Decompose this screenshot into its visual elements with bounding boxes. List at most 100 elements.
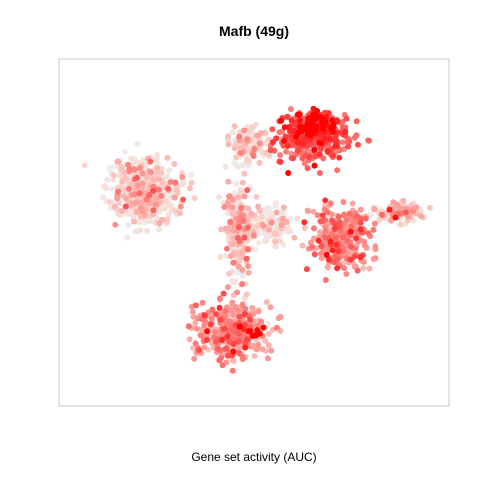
scatter-point-2248 bbox=[281, 124, 288, 131]
scatter-point-2180 bbox=[357, 254, 364, 261]
scatter-point-1106 bbox=[291, 234, 298, 241]
scatter-point-1866 bbox=[353, 132, 360, 139]
scatter-point-1456 bbox=[230, 196, 237, 203]
scatter-point-1724 bbox=[239, 281, 246, 288]
scatter-point-2273 bbox=[311, 147, 318, 153]
scatter-point-1635 bbox=[340, 199, 347, 205]
scatter-point-1309 bbox=[280, 215, 286, 222]
scatter-point-1306 bbox=[259, 346, 266, 353]
scatter-point-1285 bbox=[228, 253, 234, 260]
scatter-point-1147 bbox=[280, 204, 287, 211]
scatter-point-2259 bbox=[204, 328, 211, 335]
scatter-point-1918 bbox=[136, 190, 143, 197]
scatter-point-1686 bbox=[192, 340, 199, 347]
scatter-point-1224 bbox=[245, 269, 252, 276]
scatter-point-1132 bbox=[400, 197, 407, 204]
scatter-point-2217 bbox=[327, 238, 334, 245]
scatter-point-1102 bbox=[150, 176, 157, 183]
scatter-point-2179 bbox=[333, 241, 340, 248]
scatter-point-683 bbox=[81, 162, 88, 169]
scatter-point-1700 bbox=[351, 218, 358, 225]
scatter-point-2306 bbox=[295, 129, 302, 136]
scatter-point-2039 bbox=[122, 203, 129, 210]
scatter-point-1836 bbox=[219, 362, 226, 369]
scatter-point-1762 bbox=[341, 212, 348, 219]
scatter-point-1419 bbox=[179, 173, 186, 180]
scatter-point-2226 bbox=[242, 344, 249, 351]
scatter-point-470 bbox=[137, 227, 144, 234]
scatter-point-1123 bbox=[239, 250, 246, 257]
scatter-point-2242 bbox=[347, 228, 354, 235]
scatter-point-2190 bbox=[224, 333, 231, 340]
scatter-point-1941 bbox=[235, 349, 242, 356]
scatter-point-161 bbox=[110, 164, 117, 170]
scatter-point-946 bbox=[190, 345, 196, 352]
scatter-point-2007 bbox=[213, 338, 220, 345]
scatter-point-1804 bbox=[322, 277, 329, 283]
scatter-point-1009 bbox=[187, 185, 193, 192]
scatter-point-2062 bbox=[355, 141, 361, 148]
scatter-point-1915 bbox=[146, 192, 153, 199]
scatter-point-1991 bbox=[347, 243, 354, 250]
scatter-point-2225 bbox=[326, 136, 333, 143]
scatter-point-240 bbox=[124, 234, 131, 241]
scatter-point-1557 bbox=[256, 140, 263, 147]
scatter-point-1800 bbox=[276, 129, 283, 136]
scatter-point-2080 bbox=[357, 219, 364, 226]
scatter-point-1384 bbox=[189, 308, 196, 315]
scatter-point-1030 bbox=[119, 178, 126, 185]
scatter-point-1668 bbox=[199, 299, 206, 306]
scatter-point-1236 bbox=[223, 225, 230, 232]
scatter-point-2017 bbox=[317, 218, 324, 225]
scatter-point-936 bbox=[118, 164, 125, 171]
scatter-point-1917 bbox=[150, 207, 157, 214]
scatter-point-1988 bbox=[345, 137, 352, 144]
scatter-point-1921 bbox=[216, 357, 223, 364]
scatter-point-1018 bbox=[256, 159, 263, 166]
scatter-point-1908 bbox=[339, 234, 346, 241]
scatter-point-2197 bbox=[357, 226, 364, 233]
scatter-point-1418 bbox=[394, 201, 401, 208]
scatter-point-1277 bbox=[255, 132, 261, 139]
scatter-point-2127 bbox=[284, 113, 291, 120]
scatter-point-263 bbox=[166, 167, 173, 174]
scatter-point-310 bbox=[234, 163, 241, 170]
scatter-point-1213 bbox=[115, 158, 122, 165]
scatter-point-1859 bbox=[185, 323, 192, 330]
scatter-point-2146 bbox=[273, 135, 280, 142]
scatter-point-564 bbox=[272, 243, 279, 250]
scatter-point-1464 bbox=[224, 284, 231, 291]
scatter-point-1753 bbox=[352, 245, 359, 252]
scatter-point-726 bbox=[277, 238, 284, 245]
scatter-point-2050 bbox=[267, 147, 274, 154]
scatter-point-1166 bbox=[366, 265, 373, 272]
scatter-point-474 bbox=[216, 194, 223, 201]
scatter-point-2291 bbox=[260, 324, 267, 331]
scatter-point-508 bbox=[144, 227, 151, 234]
scatter-point-2130 bbox=[230, 340, 237, 347]
scatter-point-2022 bbox=[402, 209, 409, 216]
scatter-point-1659 bbox=[237, 150, 244, 156]
scatter-point-1361 bbox=[413, 204, 420, 211]
scatter-point-454 bbox=[232, 278, 239, 285]
scatter-point-820 bbox=[191, 195, 198, 202]
scatter-point-2000 bbox=[134, 174, 140, 181]
scatter-point-1540 bbox=[177, 203, 184, 210]
scatter-point-997 bbox=[121, 169, 128, 176]
scatter-point-2184 bbox=[326, 256, 332, 263]
scatter-point-290 bbox=[265, 320, 271, 327]
scatter-point-2087 bbox=[290, 155, 297, 162]
scatter-point-1608 bbox=[250, 232, 257, 239]
scatter-point-1162 bbox=[229, 241, 236, 247]
scatter-point-2157 bbox=[201, 312, 208, 319]
scatter-point-1615 bbox=[131, 166, 138, 173]
scatter-point-2077 bbox=[220, 290, 227, 297]
scatter-point-1689 bbox=[198, 332, 205, 339]
scatter-point-2264 bbox=[311, 162, 318, 169]
scatter-point-1722 bbox=[158, 193, 165, 199]
scatter-point-312 bbox=[239, 271, 246, 278]
scatter-point-794 bbox=[106, 199, 113, 205]
scatter-point-2037 bbox=[318, 242, 325, 249]
scatter-point-1715 bbox=[236, 133, 243, 140]
scatter-point-2231 bbox=[386, 206, 393, 213]
